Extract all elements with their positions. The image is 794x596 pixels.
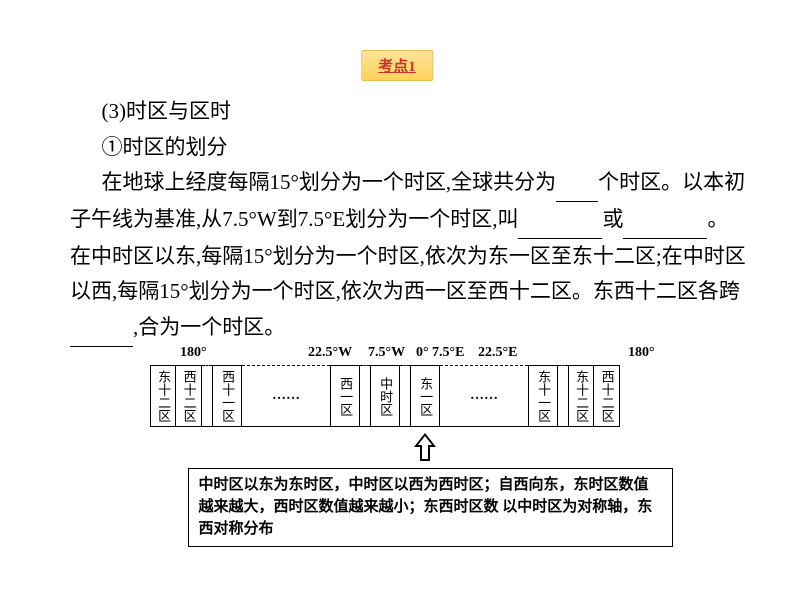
deg-label: 7.5°W [368, 345, 405, 361]
section-label: (3)时区与区时 [70, 94, 746, 130]
zone-e1: 东一区 [410, 365, 440, 427]
deg-label: 0° [416, 345, 429, 361]
zone-w12r: 西十二区 [594, 365, 620, 427]
zone-w11: 西十一区 [212, 365, 242, 427]
degree-labels: 180° 22.5°W 7.5°W 0° 7.5°E 22.5°E 180° [150, 345, 710, 365]
deg-label: 180° [628, 345, 655, 361]
deg-label: 22.5°E [478, 345, 517, 361]
subsection-label: ①时区的划分 [70, 130, 746, 166]
zone-e12: 东十二区 [150, 365, 176, 427]
blank-2 [518, 202, 602, 239]
blank-4 [70, 310, 133, 347]
dots: …… [242, 365, 330, 427]
deg-label: 180° [180, 345, 207, 361]
gap [360, 365, 370, 427]
arrow-up [150, 433, 710, 466]
zone-w1: 西一区 [330, 365, 360, 427]
text-or: 或 [602, 207, 623, 231]
blank-3 [623, 202, 707, 239]
zone-w12: 西十二区 [176, 365, 202, 427]
main-content: (3)时区与区时 ①时区的划分 在地球上经度每隔15°划分为一个时区,全球共分为… [70, 94, 746, 347]
gap [558, 365, 568, 427]
blank-1 [556, 165, 598, 202]
dots: …… [440, 365, 528, 427]
diagram-caption: 中时区以东为东时区，中时区以西为西时区；自西向东，东时区数值越来越大，西时区数值… [188, 468, 673, 547]
timezone-diagram: 180° 22.5°W 7.5°W 0° 7.5°E 22.5°E 180° 东… [150, 345, 710, 547]
zone-boxes: 东十二区 西十二区 西十一区 …… 西一区 中时区 东一区 …… 东十一区 东十… [150, 365, 710, 427]
zone-e11: 东十一区 [528, 365, 558, 427]
gap [400, 365, 410, 427]
zone-mid: 中时区 [370, 365, 400, 427]
text-seg: 在地球上经度每隔15°划分为一个时区,全球共分为 [102, 170, 557, 194]
deg-label: 7.5°E [432, 345, 464, 361]
deg-label: 22.5°W [308, 345, 352, 361]
topic-badge: 考点1 [361, 50, 433, 81]
text-seg: ,合为一个时区。 [133, 315, 285, 339]
zone-e12r: 东十二区 [568, 365, 594, 427]
body-paragraph: 在地球上经度每隔15°划分为一个时区,全球共分为 个时区。以本初子午线为基准,从… [70, 165, 746, 346]
gap [202, 365, 212, 427]
